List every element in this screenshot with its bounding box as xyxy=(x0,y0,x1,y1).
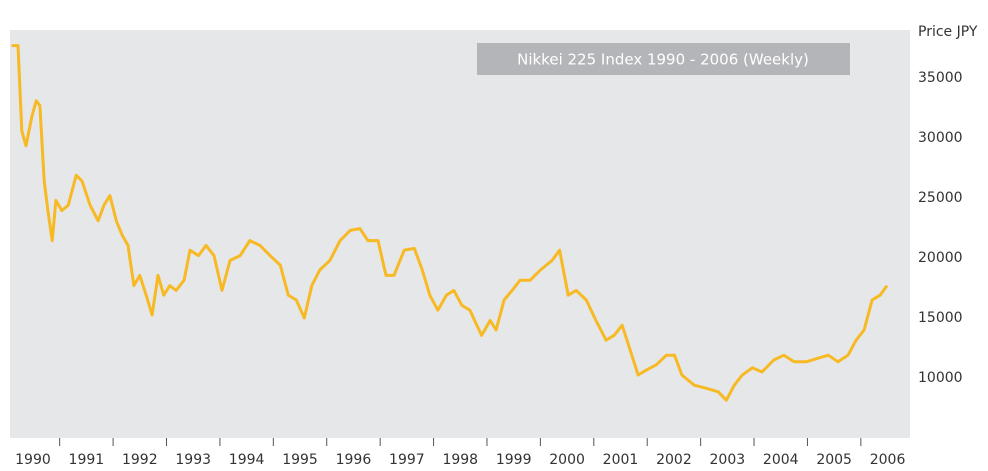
x-tick-label: 2004 xyxy=(763,452,799,468)
x-tick-label: 2000 xyxy=(549,452,585,468)
x-tick-label: 2001 xyxy=(603,452,639,468)
x-tick-label: 1991 xyxy=(69,452,105,468)
y-tick-label: 30000 xyxy=(918,130,963,146)
x-tick-label: 1990 xyxy=(15,452,51,468)
title-box xyxy=(477,43,850,75)
x-tick-label: 2005 xyxy=(816,452,852,468)
y-axis-label: Price JPY xyxy=(918,24,978,40)
chart-title: Nikkei 225 Index 1990 - 2006 (Weekly) xyxy=(517,51,809,69)
y-tick-label: 20000 xyxy=(918,250,963,266)
y-tick-label: 15000 xyxy=(918,310,963,326)
x-tick-label: 1995 xyxy=(282,452,318,468)
y-tick-label: 25000 xyxy=(918,190,963,206)
x-tick-label: 1994 xyxy=(229,452,265,468)
y-tick-label: 10000 xyxy=(918,370,963,386)
x-tick-label: 1998 xyxy=(442,452,478,468)
y-tick-label: 35000 xyxy=(918,70,963,86)
x-tick-label: 1996 xyxy=(336,452,372,468)
price-line xyxy=(11,44,889,402)
plot-area xyxy=(10,30,910,438)
x-tick-label: 2003 xyxy=(710,452,746,468)
x-tick-label: 2002 xyxy=(656,452,692,468)
x-tick-label: 1999 xyxy=(496,452,532,468)
x-tick-label: 1997 xyxy=(389,452,425,468)
x-tick-label: 1993 xyxy=(175,452,211,468)
x-tick-label: 1992 xyxy=(122,452,158,468)
x-tick-label: 2006 xyxy=(870,452,906,468)
